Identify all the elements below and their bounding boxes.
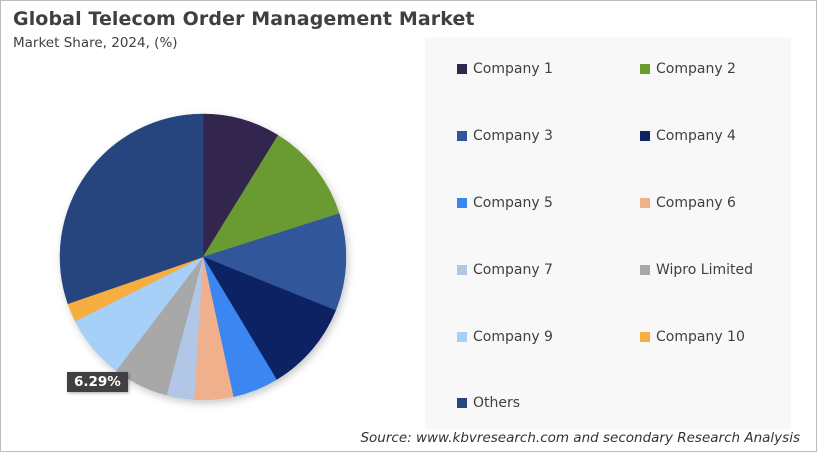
legend-swatch-icon [457, 332, 467, 342]
legend-swatch-icon [640, 265, 650, 275]
legend-label: Company 4 [656, 128, 736, 144]
legend-swatch-icon [457, 198, 467, 208]
legend-swatch-icon [640, 198, 650, 208]
legend-item-company-1: Company 1 [457, 61, 553, 77]
legend-label: Company 1 [473, 61, 553, 77]
legend-label: Others [473, 395, 521, 411]
legend-item-company-7: Company 7 [457, 262, 553, 278]
legend-swatch-icon [457, 131, 467, 141]
legend-swatch-icon [640, 332, 650, 342]
legend-item-company-5: Company 5 [457, 195, 553, 211]
chart-subtitle: Market Share, 2024, (%) [13, 35, 178, 51]
legend-label: Company 5 [473, 195, 553, 211]
legend-item-company-6: Company 6 [640, 195, 736, 211]
legend-label: Company 7 [473, 262, 553, 278]
legend-item-wipro-limited: Wipro Limited [640, 262, 753, 278]
legend-swatch-icon [640, 131, 650, 141]
legend: Company 1 Company 2 Company 3 Company 4 Comp… [425, 37, 791, 429]
legend-item-company-10: Company 10 [640, 329, 745, 345]
legend-label: Company 3 [473, 128, 553, 144]
legend-item-others: Others [457, 395, 520, 411]
legend-item-company-3: Company 3 [457, 128, 553, 144]
chart-title: Global Telecom Order Management Market [13, 8, 475, 30]
source-note: Source: www.kbvresearch.com and secondar… [360, 430, 800, 446]
pie-slice-company-3 [202, 213, 347, 311]
pie-chart [59, 113, 347, 401]
legend-swatch-icon [457, 64, 467, 74]
wipro-data-label: 6.29% [67, 372, 128, 392]
legend-swatch-icon [457, 265, 467, 275]
pie-slice-company-2 [202, 134, 340, 258]
legend-label: Company 2 [656, 61, 736, 77]
legend-swatch-icon [457, 398, 467, 408]
legend-item-company-4: Company 4 [640, 128, 736, 144]
legend-label: Company 10 [656, 329, 745, 345]
pie-slice-others [59, 113, 204, 305]
legend-label: Company 9 [473, 329, 553, 345]
legend-item-company-2: Company 2 [640, 61, 736, 77]
legend-label: Wipro Limited [656, 262, 753, 278]
legend-item-company-9: Company 9 [457, 329, 553, 345]
legend-swatch-icon [640, 64, 650, 74]
pie-slice-company-4 [202, 256, 336, 380]
legend-label: Company 6 [656, 195, 736, 211]
